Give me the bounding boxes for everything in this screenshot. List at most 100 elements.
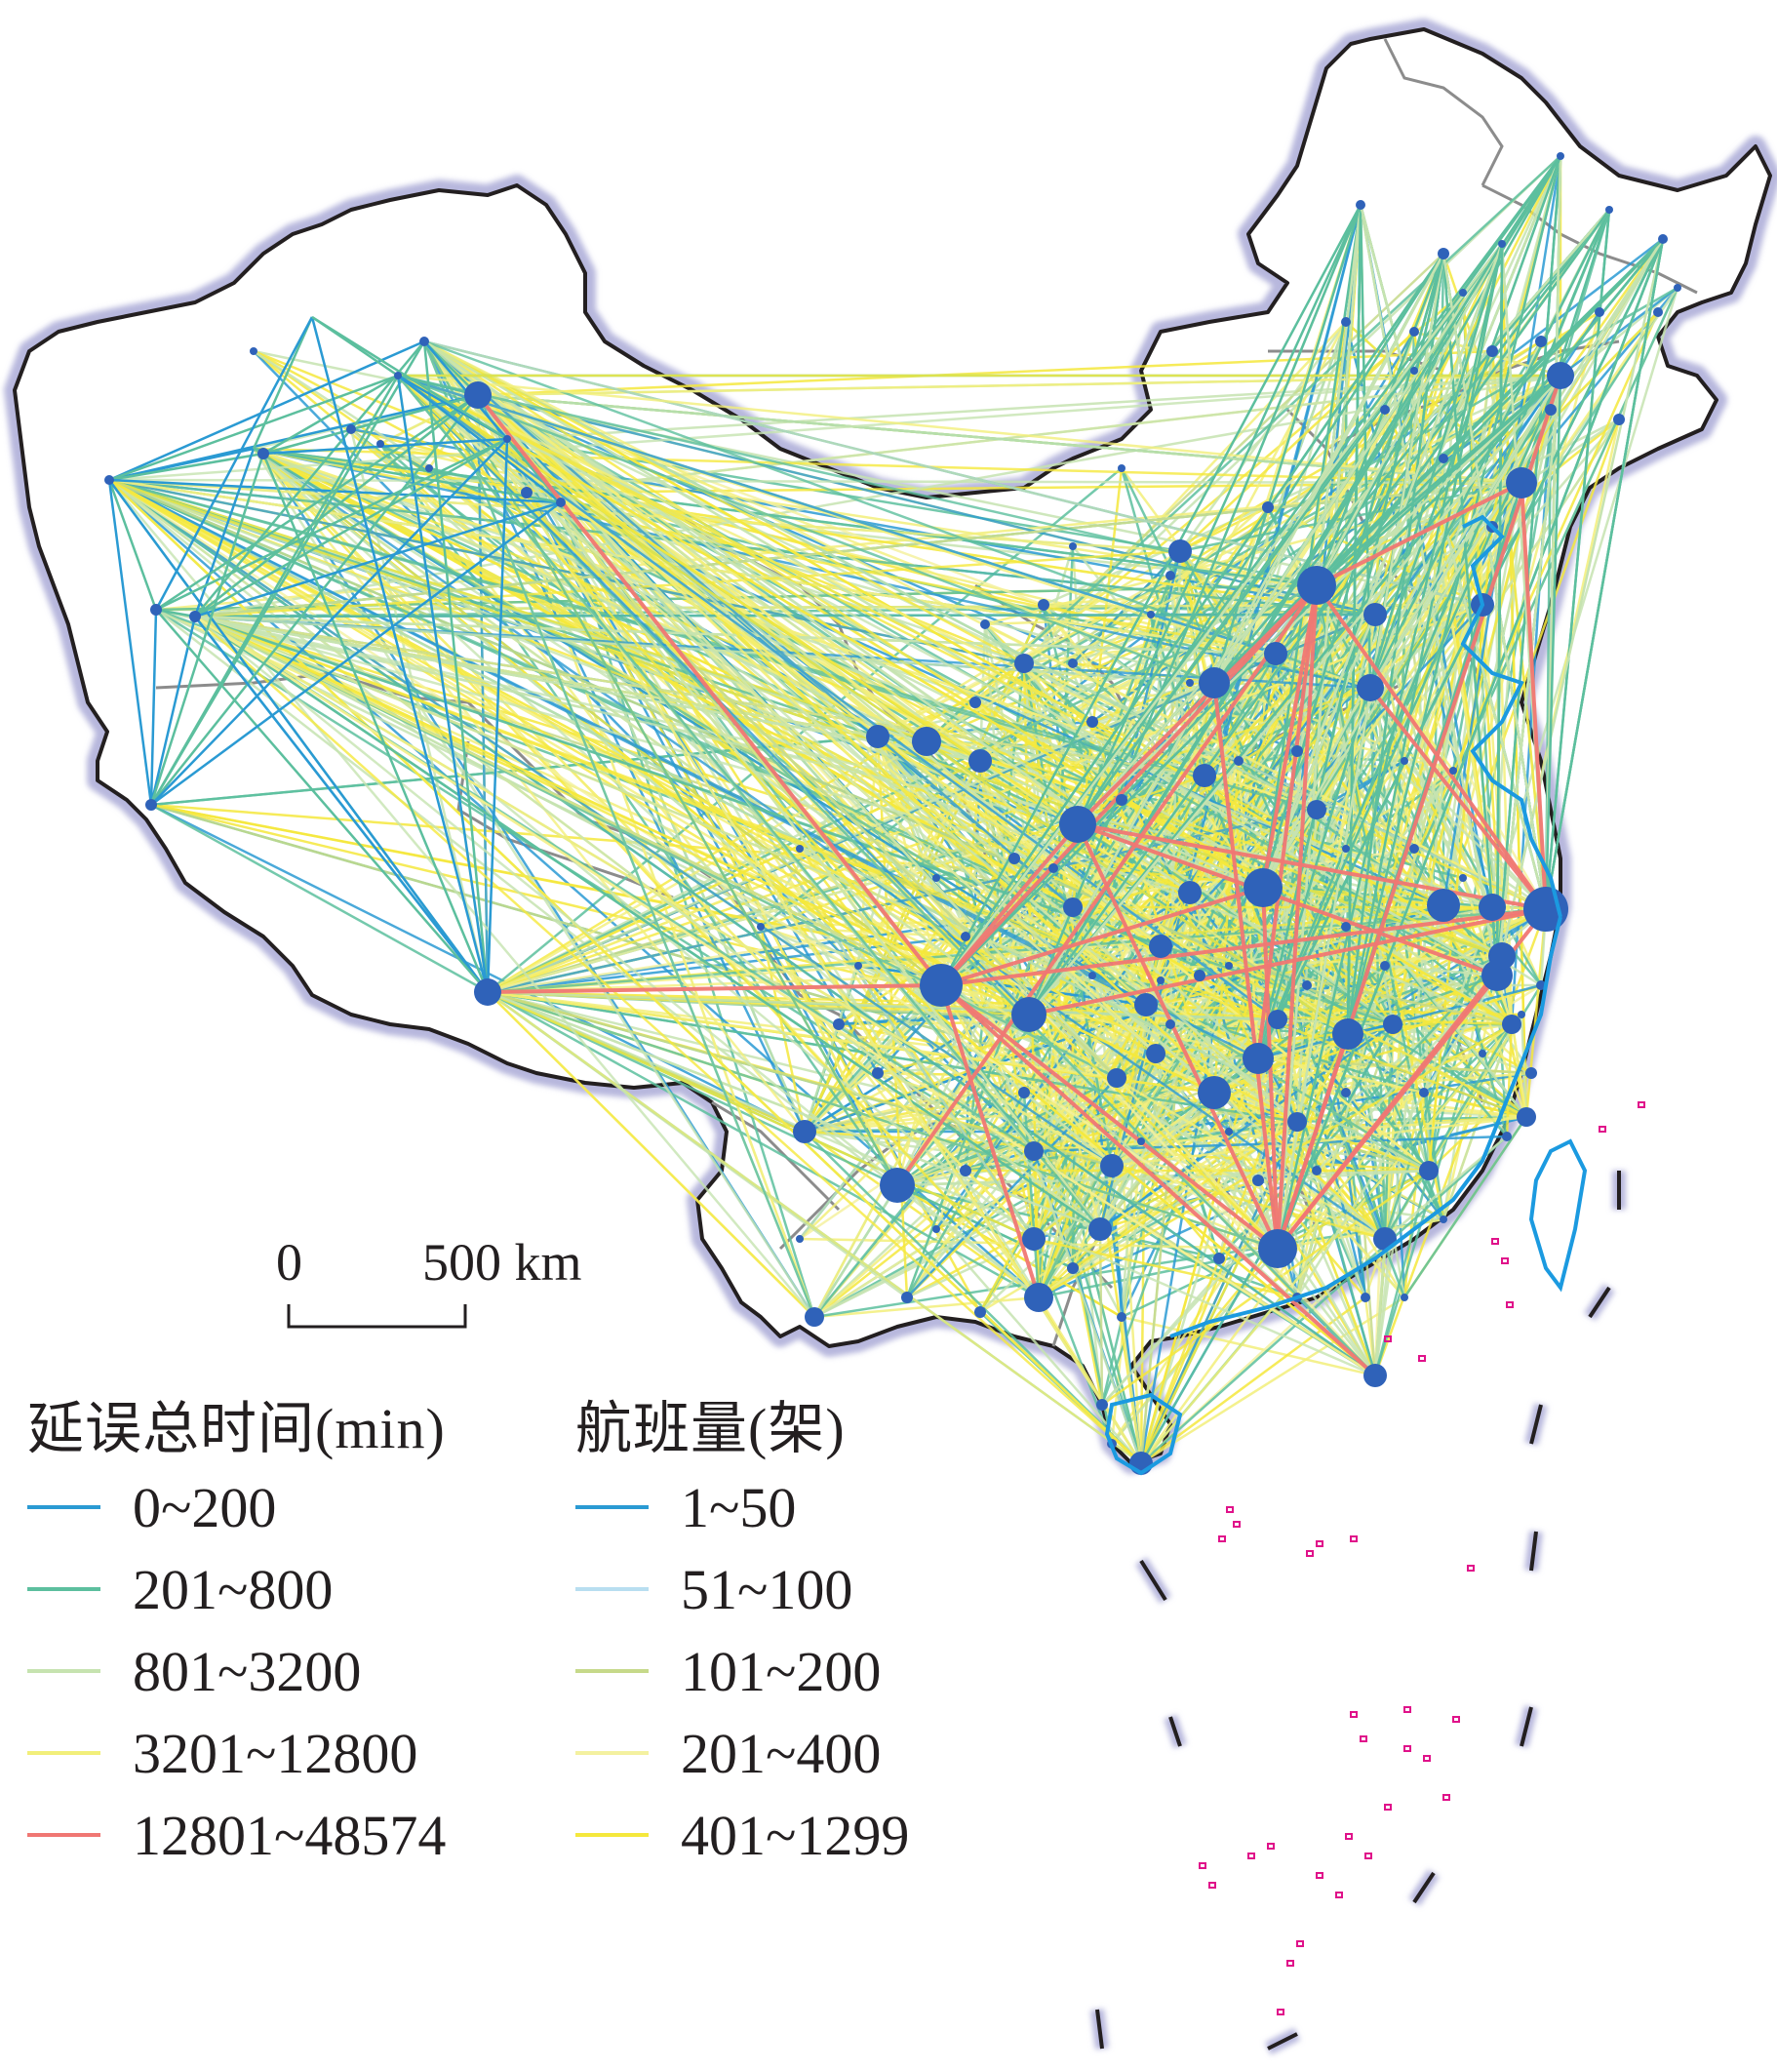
- airport-node-4: [1258, 1229, 1297, 1268]
- route-line-1245: [1022, 1092, 1041, 1298]
- island-20: [1423, 1755, 1431, 1762]
- route-line-1181: [978, 1004, 1148, 1313]
- route-line-1324: [477, 393, 1376, 617]
- route-line-1548: [423, 339, 1349, 1036]
- route-line-1595: [397, 375, 1279, 1250]
- route-line-1796: [940, 243, 1503, 986]
- airport-node-minor-1: [1605, 206, 1613, 214]
- flight-network: [107, 155, 1679, 1465]
- airport-node-minor-80: [1086, 716, 1098, 728]
- route-line-1350: [487, 990, 1279, 1251]
- airport-node-minor-78: [1291, 745, 1303, 757]
- island-5: [1218, 1535, 1226, 1542]
- airport-node-minor-36: [521, 487, 533, 498]
- trunk-route-1853: [1077, 822, 1498, 977]
- legend-flights-items: 1~50 51~100 101~200 201~400 401~1299: [575, 1476, 909, 1867]
- airport-node-minor-95: [1380, 961, 1390, 971]
- route-line-1799: [1261, 243, 1504, 889]
- legend-delay-items: 0~200 201~800 801~3200 3201~12800 12801~4857…: [27, 1476, 446, 1867]
- route-line-1162: [1139, 926, 1348, 1464]
- airport-node-0: [1297, 566, 1336, 605]
- trunk-route-1842: [1028, 907, 1547, 1016]
- route-line-1268: [1295, 975, 1499, 1298]
- route-line-1505: [194, 615, 1113, 1168]
- route-line-1133: [1427, 526, 1494, 1172]
- island-25: [1277, 2009, 1284, 2015]
- route-line-1471: [194, 615, 1030, 1016]
- island-17: [1208, 1882, 1216, 1889]
- airport-node-minor-60: [1449, 767, 1457, 775]
- airport-node-minor-83: [932, 874, 940, 882]
- route-line-931: [487, 990, 1074, 1270]
- route-line-1211: [1033, 1237, 1298, 1299]
- trunk-route-1851: [487, 983, 942, 994]
- route-line-1827: [1368, 375, 1562, 689]
- route-line-1056: [1315, 584, 1528, 1118]
- island-7: [1403, 1706, 1411, 1713]
- airport-node-minor-41: [1096, 1399, 1108, 1411]
- route-line-1121: [1560, 287, 1678, 377]
- route-line-1334: [476, 394, 816, 1318]
- trunk-route-1849: [1276, 974, 1499, 1251]
- route-line-1379: [487, 990, 1101, 1231]
- airport-node-minor-39: [346, 424, 356, 434]
- legend-flights-label-4: 401~1299: [681, 1804, 909, 1867]
- route-line-1709: [1346, 155, 1562, 1035]
- route-line-1577: [397, 374, 1318, 587]
- legend-delay: 延误总时间(min) 0~200 201~800 801~3200 3201~1280…: [27, 1397, 446, 1867]
- airport-node-minor-19: [1535, 336, 1547, 347]
- route-line-1775: [1276, 253, 1445, 1250]
- airport-node-16: [1024, 1283, 1053, 1312]
- route-line-1793: [1256, 243, 1504, 1059]
- airport-node-12: [1363, 1364, 1387, 1387]
- route-line-1315: [476, 394, 1036, 1240]
- airport-node-46: [1383, 1015, 1402, 1034]
- route-line-1752: [1316, 238, 1664, 586]
- route-line-1468: [108, 478, 1298, 1124]
- route-line-1341: [487, 990, 1298, 1124]
- airport-node-minor-58: [1341, 922, 1351, 932]
- route-line-1593: [397, 374, 1215, 685]
- island-24: [1286, 1960, 1294, 1967]
- legend-delay-label-1: 201~800: [133, 1558, 333, 1621]
- route-line-1607: [108, 339, 425, 482]
- route-line-1438: [108, 478, 1444, 907]
- route-line-1467: [108, 478, 1394, 1026]
- route-line-1591: [397, 375, 1118, 1079]
- trunk-route-1848: [939, 984, 1041, 1298]
- airport-node-18: [1506, 467, 1537, 498]
- route-line-1587: [397, 374, 1444, 907]
- airport-node-minor-22: [1439, 454, 1448, 463]
- airport-node-3: [1244, 868, 1283, 907]
- airport-node-minor-47: [1361, 1293, 1370, 1302]
- south-china-sea-islands: [1199, 1101, 1645, 2015]
- airport-node-minor-84: [969, 697, 981, 708]
- route-line-1287: [1204, 311, 1659, 777]
- airport-node-minor-56: [1137, 1137, 1145, 1145]
- route-line-1361: [487, 990, 1376, 1377]
- airport-node-42: [1024, 1141, 1044, 1161]
- route-line-1825: [1495, 375, 1562, 976]
- route-line-1612: [107, 479, 153, 806]
- route-line-1644: [310, 316, 490, 993]
- route-line-1648: [262, 437, 508, 456]
- route-line-1801: [1346, 243, 1504, 1035]
- island-28: [1506, 1301, 1514, 1308]
- island-21: [1442, 1794, 1450, 1801]
- route-line-1754: [1315, 253, 1445, 586]
- airport-node-minor-79: [1116, 794, 1127, 806]
- airport-node-minor-12: [1147, 611, 1155, 618]
- route-line-1732: [1256, 238, 1665, 1059]
- airport-node-1: [1059, 806, 1096, 843]
- route-line-1643: [155, 437, 508, 612]
- route-line-373: [1023, 155, 1561, 664]
- route-line-1460: [108, 479, 1101, 1230]
- route-line-1616: [252, 316, 314, 450]
- trunk-route-1854: [1276, 375, 1562, 1250]
- route-line-1699: [1544, 209, 1611, 910]
- airport-node-minor-71: [796, 1235, 804, 1243]
- airport-node-minor-85: [1008, 853, 1020, 864]
- trunk-route-1838: [1261, 887, 1280, 1250]
- route-line-1651: [486, 438, 509, 993]
- route-line-1641: [149, 609, 158, 806]
